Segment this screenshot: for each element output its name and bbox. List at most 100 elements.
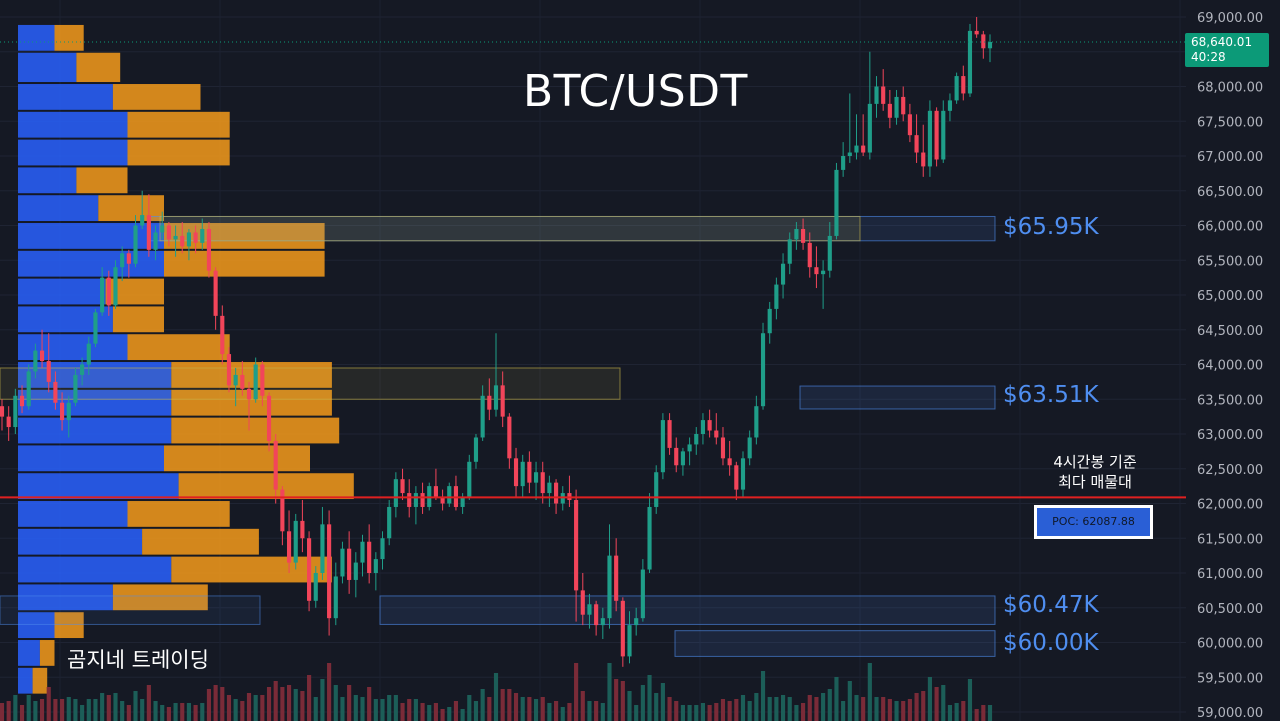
volume-bar bbox=[821, 693, 826, 721]
volume-bar bbox=[574, 663, 579, 721]
candle-down bbox=[240, 374, 245, 389]
volume-bar bbox=[700, 703, 706, 721]
candle-up bbox=[473, 437, 479, 462]
volume-bar bbox=[233, 699, 238, 721]
volume-profile-buy-bar bbox=[18, 612, 55, 639]
y-axis-tick-label: 62,000.00 bbox=[1197, 498, 1263, 513]
candle-up bbox=[607, 555, 612, 619]
candle-up bbox=[767, 308, 772, 334]
poc-annotation-line-2: 최다 매물대 bbox=[1058, 473, 1132, 491]
poc-annotation-line-1: 4시간봉 기준 bbox=[1053, 453, 1137, 471]
y-axis-tick-label: 59,000.00 bbox=[1197, 706, 1263, 721]
volume-bar bbox=[747, 701, 752, 721]
volume-bar bbox=[720, 699, 726, 721]
candle-up bbox=[640, 569, 645, 619]
candle-down bbox=[801, 228, 806, 243]
volume-bar bbox=[19, 705, 25, 721]
candle-up bbox=[627, 625, 632, 657]
volume-bar bbox=[760, 671, 766, 721]
volume-bar bbox=[754, 693, 759, 721]
volume-profile-sell-bar bbox=[127, 334, 230, 361]
candle-down bbox=[193, 232, 198, 243]
candle-up bbox=[373, 559, 378, 573]
candle-down bbox=[881, 86, 886, 104]
volume-bar bbox=[861, 697, 866, 721]
candle-up bbox=[13, 395, 18, 428]
candle-up bbox=[587, 604, 592, 615]
volume-bar bbox=[100, 693, 105, 721]
candle-up bbox=[520, 461, 525, 487]
candle-up bbox=[941, 110, 946, 160]
volume-bar bbox=[794, 705, 799, 721]
volume-bar bbox=[387, 695, 392, 721]
volume-profile-sell-bar bbox=[142, 528, 259, 555]
volume-profile-buy-bar bbox=[18, 445, 164, 472]
volume-bar bbox=[740, 695, 746, 721]
volume-bar bbox=[954, 703, 959, 721]
volume-profile-buy-bar bbox=[18, 473, 179, 500]
volume-profile-buy-bar bbox=[18, 556, 172, 583]
volume-bar bbox=[333, 685, 338, 721]
candle-up bbox=[380, 538, 385, 560]
candle-up bbox=[333, 576, 338, 619]
candle-countdown: 40:28 bbox=[1191, 50, 1226, 64]
y-axis-tick-label: 65,000.00 bbox=[1197, 289, 1263, 304]
candle-up bbox=[33, 350, 38, 372]
volume-bar bbox=[780, 695, 786, 721]
volume-profile-sell-bar bbox=[112, 84, 201, 110]
candle-down bbox=[213, 270, 218, 316]
candle-down bbox=[266, 395, 272, 441]
candle-down bbox=[907, 114, 912, 136]
volume-bar bbox=[440, 709, 445, 721]
volume-profile-buy-bar bbox=[18, 24, 55, 51]
volume-bar bbox=[273, 681, 278, 721]
volume-bar bbox=[420, 703, 425, 721]
y-axis-tick-label: 60,000.00 bbox=[1197, 637, 1263, 652]
candle-up bbox=[293, 520, 298, 563]
candle-down bbox=[6, 416, 11, 428]
volume-profile-sell-bar bbox=[171, 417, 340, 444]
volume-bar bbox=[507, 689, 512, 721]
volume-bar bbox=[160, 705, 165, 721]
candle-down bbox=[714, 430, 719, 438]
candle-up bbox=[93, 312, 98, 344]
candle-up bbox=[847, 152, 852, 156]
candle-up bbox=[680, 451, 685, 466]
volume-bar bbox=[453, 701, 459, 721]
volume-bar bbox=[927, 677, 932, 721]
current-price-tag: 68,640.01 40:28 bbox=[1185, 33, 1269, 67]
volume-bar bbox=[841, 701, 846, 721]
candle-down bbox=[513, 458, 519, 487]
volume-bar bbox=[226, 695, 232, 721]
volume-bar bbox=[774, 697, 779, 721]
poc-annotation: 4시간봉 기준 최다 매물대 bbox=[1026, 452, 1164, 492]
candle-up bbox=[634, 618, 639, 626]
supply-zone bbox=[0, 367, 621, 400]
volume-bar bbox=[901, 701, 906, 721]
volume-bar bbox=[0, 703, 5, 721]
candle-up bbox=[493, 385, 499, 410]
volume-profile-buy-bar bbox=[18, 584, 113, 611]
volume-bar bbox=[367, 687, 372, 721]
volume-bar bbox=[106, 695, 111, 721]
candle-up bbox=[80, 364, 85, 375]
y-axis-tick-label: 62,500.00 bbox=[1197, 463, 1263, 478]
volume-bar bbox=[634, 705, 639, 721]
candle-down bbox=[367, 541, 372, 573]
candle-up bbox=[447, 486, 452, 504]
volume-bar bbox=[787, 697, 792, 721]
volume-profile-buy-bar bbox=[18, 167, 77, 194]
volume-bar bbox=[280, 687, 285, 721]
candle-up bbox=[253, 364, 258, 400]
candle-down bbox=[433, 486, 438, 497]
volume-bar bbox=[881, 697, 886, 721]
candle-up bbox=[780, 263, 786, 285]
candle-down bbox=[961, 76, 966, 94]
volume-bar bbox=[767, 697, 772, 721]
demand-zone bbox=[0, 595, 261, 625]
volume-bar bbox=[594, 701, 599, 721]
zone-label-60-47k: $60.47K bbox=[1003, 592, 1099, 618]
volume-profile-buy-bar bbox=[18, 250, 164, 277]
candle-down bbox=[734, 465, 739, 490]
